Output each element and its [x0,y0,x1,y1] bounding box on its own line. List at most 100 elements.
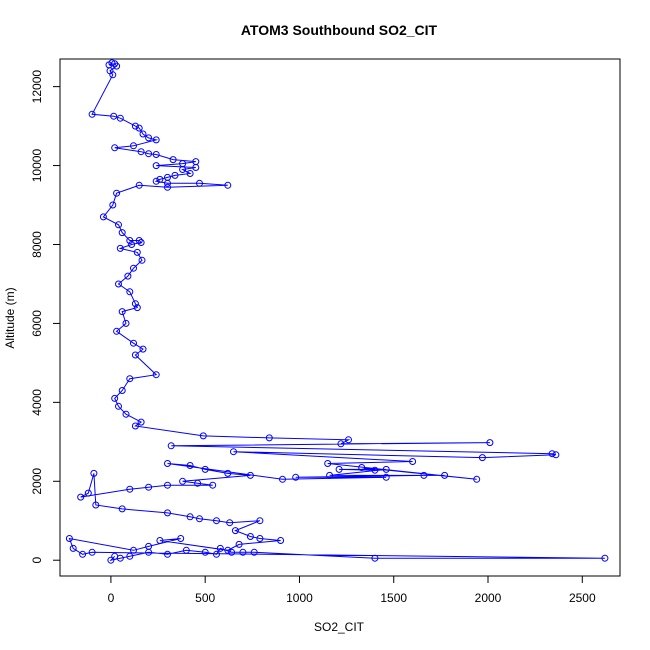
data-point [382,465,390,473]
data-point [122,410,130,418]
data-point [345,436,352,444]
data-point [552,451,560,459]
data-point [186,462,194,469]
y-tick-label: 8000 [30,231,44,258]
data-point [130,264,137,272]
data-point [139,345,147,353]
data-point [420,471,428,479]
data-point [145,150,153,158]
data-point [116,244,124,252]
data-point [177,535,185,542]
x-axis-label: SO2_CIT [314,620,365,634]
data-point [65,535,73,542]
data-point [171,171,179,179]
data-point [169,156,177,164]
y-tick-label: 2000 [30,468,44,495]
data-point [126,237,134,244]
x-tick-label: 2000 [475,591,502,605]
data-point [131,422,139,430]
data-point [111,394,119,402]
data-point [230,448,237,456]
data-point [409,458,417,465]
data-point [371,554,379,562]
data-point [133,248,141,256]
data-point [186,513,194,521]
data-point [201,548,209,556]
data-point [139,130,147,138]
y-tick-label: 10000 [30,149,44,183]
data-point [337,440,345,448]
data-point [69,544,77,552]
data-point [135,181,143,189]
data-point [326,471,334,479]
data-point [152,177,160,185]
data-point [152,162,160,170]
data-point [115,402,122,410]
data-point [201,465,209,473]
x-tick-label: 1000 [286,591,313,605]
data-point [228,548,236,556]
x-axis: 0 500 1000 1500 2000 2500 [108,575,596,605]
data-point [224,546,232,554]
data-point [109,71,117,79]
data-point [126,485,134,493]
data-point [122,319,130,327]
data-point [192,164,200,171]
data-point [335,465,343,473]
data-point [118,229,126,237]
data-point [107,556,115,564]
data-point [135,237,143,244]
data-point [478,454,486,462]
data-point [224,181,232,189]
data-point [256,517,264,525]
data-point [156,537,164,544]
y-tick-label: 4000 [30,389,44,416]
data-point [110,112,118,120]
data-point [186,170,194,177]
data-point [226,519,234,527]
data-point [113,327,121,335]
data-point [131,300,139,308]
data-point [126,375,134,383]
data-point [216,544,224,552]
data-point [213,517,220,525]
data-point [548,450,556,458]
data-point [145,483,153,491]
data-point [113,62,121,70]
data-point [128,241,136,248]
x-tick-label: 500 [195,591,215,605]
data-point [601,554,609,562]
data-point [131,122,139,130]
data-point [239,548,247,556]
x-tick-label: 2500 [569,591,596,605]
data-point [164,460,171,467]
data-point [88,548,96,556]
data-point [118,308,126,316]
data-point [116,114,124,122]
data-point [164,509,171,517]
data-point [137,239,145,246]
series-line [68,62,605,562]
data-point [79,550,87,558]
data-point [486,439,494,447]
data-point [250,548,258,556]
data-point [182,546,190,554]
data-point [194,479,202,487]
data-point [88,110,96,118]
data-point [124,272,132,280]
data-point [92,501,100,509]
data-point [145,548,153,556]
data-point [84,489,92,497]
x-tick-label: 1500 [380,591,407,605]
series-layer [65,59,609,564]
data-point [209,481,217,489]
data-point [358,464,366,471]
data-point [137,418,145,426]
data-point [126,552,134,560]
data-point [137,148,145,156]
y-axis: 0 2000 4000 6000 8000 10000 12000 [30,70,61,564]
y-tick-label: 12000 [30,70,44,104]
data-point [246,533,254,540]
